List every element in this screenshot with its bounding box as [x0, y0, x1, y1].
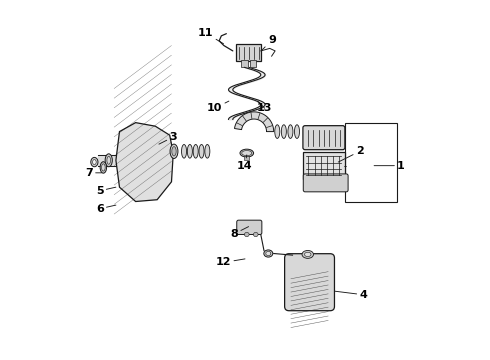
Text: 5: 5: [96, 186, 116, 196]
FancyBboxPatch shape: [303, 152, 344, 179]
FancyBboxPatch shape: [236, 44, 262, 61]
Ellipse shape: [266, 251, 271, 256]
Text: 14: 14: [237, 155, 253, 171]
FancyBboxPatch shape: [245, 156, 249, 160]
Ellipse shape: [240, 149, 254, 157]
Ellipse shape: [302, 251, 314, 258]
Text: 12: 12: [216, 257, 245, 267]
Ellipse shape: [105, 154, 112, 167]
Text: 13: 13: [257, 101, 272, 113]
FancyBboxPatch shape: [241, 60, 247, 67]
Text: 4: 4: [335, 290, 368, 300]
Ellipse shape: [288, 125, 293, 138]
Ellipse shape: [107, 156, 111, 164]
Text: 10: 10: [207, 101, 229, 113]
Text: 6: 6: [96, 204, 116, 214]
Ellipse shape: [187, 144, 193, 158]
Text: 2: 2: [338, 146, 364, 162]
Ellipse shape: [275, 125, 280, 138]
Ellipse shape: [245, 232, 249, 237]
Ellipse shape: [193, 144, 198, 158]
Ellipse shape: [101, 164, 105, 171]
Text: 3: 3: [159, 132, 177, 144]
Ellipse shape: [181, 144, 187, 158]
Ellipse shape: [199, 144, 204, 158]
Ellipse shape: [304, 252, 311, 257]
Text: 8: 8: [230, 226, 248, 239]
Ellipse shape: [93, 159, 96, 165]
FancyBboxPatch shape: [303, 174, 348, 192]
Ellipse shape: [100, 162, 107, 173]
Ellipse shape: [170, 144, 178, 158]
Ellipse shape: [264, 250, 273, 257]
Polygon shape: [235, 112, 274, 132]
Text: 7: 7: [85, 168, 101, 178]
Ellipse shape: [281, 125, 286, 138]
Ellipse shape: [253, 232, 258, 237]
Text: 11: 11: [198, 28, 223, 44]
Ellipse shape: [205, 144, 210, 158]
Polygon shape: [116, 123, 173, 202]
FancyBboxPatch shape: [285, 254, 335, 311]
Text: 1: 1: [374, 161, 405, 171]
FancyBboxPatch shape: [303, 126, 345, 150]
FancyBboxPatch shape: [237, 220, 262, 234]
Ellipse shape: [294, 125, 299, 138]
FancyBboxPatch shape: [250, 60, 256, 67]
Ellipse shape: [91, 157, 98, 167]
Ellipse shape: [172, 147, 176, 156]
Ellipse shape: [242, 150, 252, 156]
Text: 9: 9: [261, 35, 276, 51]
